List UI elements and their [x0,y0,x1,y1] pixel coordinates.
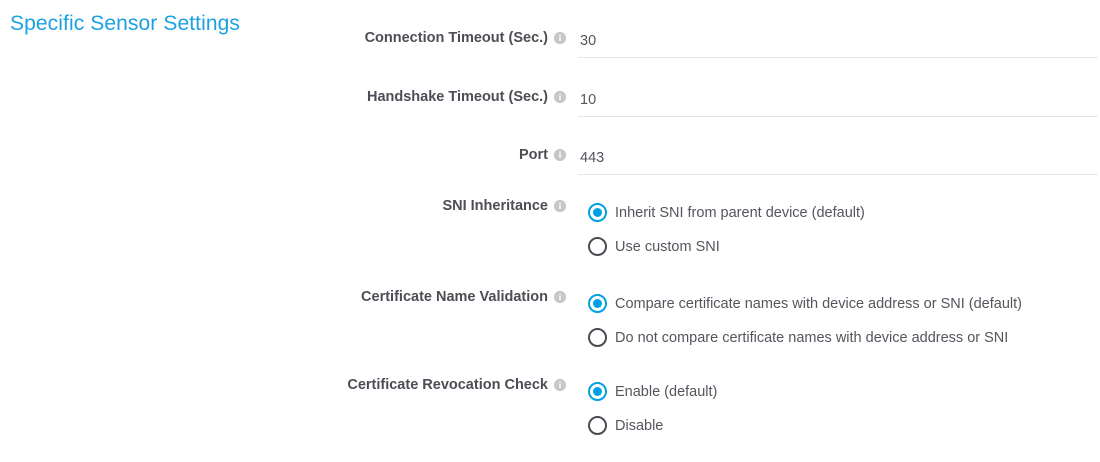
radio-unchecked-icon[interactable] [588,416,607,435]
radio-option-certificate-revocation-check-1[interactable]: Disable [578,409,1098,443]
info-icon[interactable] [554,379,566,391]
field-certificate-revocation-check: Enable (default) Disable [578,375,1098,443]
page-title: Specific Sensor Settings [10,12,241,35]
radio-option-sni-inheritance-0[interactable]: Inherit SNI from parent device (default) [578,196,1098,230]
radio-label: Inherit SNI from parent device (default) [615,205,865,221]
radio-label: Disable [615,418,664,434]
radio-group-certificate-revocation-check: Enable (default) Disable [578,375,1098,443]
radio-option-certificate-name-validation-1[interactable]: Do not compare certificate names with de… [578,321,1098,355]
info-icon[interactable] [554,149,566,161]
label-handshake-timeout: Handshake Timeout (Sec.) [366,89,548,105]
label-connection-timeout: Connection Timeout (Sec.) [364,30,548,46]
radio-checked-icon[interactable] [588,382,607,401]
input-connection-timeout[interactable] [578,28,1098,58]
info-icon[interactable] [554,91,566,103]
label-certificate-revocation-check: Certificate Revocation Check [347,377,548,393]
radio-label: Do not compare certificate names with de… [615,330,1009,346]
field-port [578,145,1098,175]
info-icon[interactable] [554,32,566,44]
field-sni-inheritance: Inherit SNI from parent device (default)… [578,196,1098,264]
radio-option-certificate-name-validation-0[interactable]: Compare certificate names with device ad… [578,287,1098,321]
radio-group-sni-inheritance: Inherit SNI from parent device (default)… [578,196,1098,264]
info-icon[interactable] [554,291,566,303]
info-icon[interactable] [554,200,566,212]
label-sni-inheritance: SNI Inheritance [442,198,548,214]
radio-label: Use custom SNI [615,239,720,255]
radio-option-certificate-revocation-check-0[interactable]: Enable (default) [578,375,1098,409]
radio-unchecked-icon[interactable] [588,328,607,347]
input-port[interactable] [578,145,1098,175]
radio-unchecked-icon[interactable] [588,237,607,256]
field-connection-timeout [578,28,1098,58]
radio-group-certificate-name-validation: Compare certificate names with device ad… [578,287,1098,355]
label-port: Port [519,147,548,163]
radio-option-sni-inheritance-1[interactable]: Use custom SNI [578,230,1098,264]
field-handshake-timeout [578,87,1098,117]
radio-label: Enable (default) [615,384,718,400]
radio-label: Compare certificate names with device ad… [615,296,1022,312]
label-certificate-name-validation: Certificate Name Validation [361,289,548,305]
input-handshake-timeout[interactable] [578,87,1098,117]
radio-checked-icon[interactable] [588,203,607,222]
field-certificate-name-validation: Compare certificate names with device ad… [578,287,1098,355]
radio-checked-icon[interactable] [588,294,607,313]
